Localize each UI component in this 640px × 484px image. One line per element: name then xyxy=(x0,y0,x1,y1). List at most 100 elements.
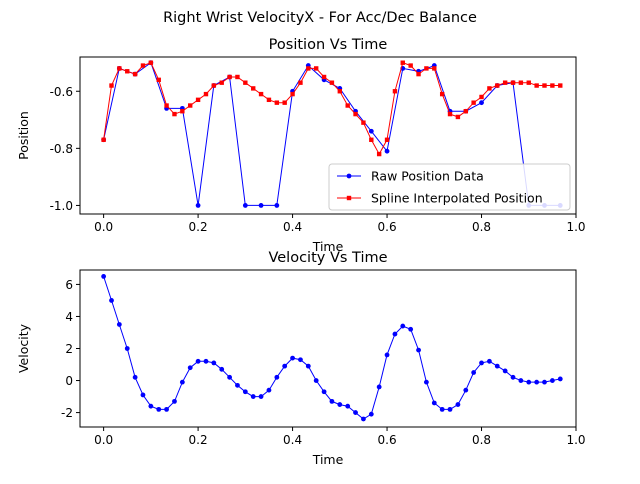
series-1-point xyxy=(479,360,484,366)
figure-suptitle: Right Wrist VelocityX - For Acc/Dec Bala… xyxy=(163,10,477,26)
series-1-point xyxy=(361,416,366,422)
series-1-point xyxy=(274,203,280,208)
series-1-point xyxy=(172,398,177,404)
series-2-point xyxy=(392,89,398,94)
y-axis-label: Position xyxy=(16,111,31,160)
series-1-point xyxy=(455,402,461,407)
series-1-point xyxy=(502,368,508,374)
series-1-point xyxy=(242,203,248,208)
series-2-point xyxy=(495,83,500,88)
series-1-point xyxy=(376,384,382,390)
series-1-point xyxy=(510,374,516,380)
series-2-point xyxy=(298,80,303,85)
series-2-point xyxy=(313,66,319,71)
series-1-point xyxy=(494,363,500,369)
series-1-point xyxy=(266,387,272,393)
y-tick-label: 2 xyxy=(65,342,73,356)
x-tick-label: 0.6 xyxy=(378,220,397,234)
x-axis-label: Time xyxy=(312,452,344,467)
x-tick-label: 0.8 xyxy=(472,220,491,234)
series-2-point xyxy=(542,83,547,88)
series-1-point xyxy=(290,355,295,361)
series-1-point xyxy=(423,379,429,385)
series-2-point xyxy=(447,111,453,117)
series-1-point xyxy=(526,379,532,385)
series-2-point xyxy=(471,100,476,105)
series-2-point xyxy=(550,83,555,88)
x-tick-label: 1.0 xyxy=(566,220,585,234)
series-2-point xyxy=(117,66,122,71)
series-1-point xyxy=(345,403,351,409)
series-1-point xyxy=(408,326,414,332)
legend-box xyxy=(328,163,571,211)
series-1-point xyxy=(447,406,453,412)
x-tick-label: 0.4 xyxy=(283,433,302,447)
series-1-point xyxy=(116,322,122,327)
series-2-point xyxy=(432,66,437,71)
y-tick-label: -1.0 xyxy=(50,199,73,213)
series-1-point xyxy=(400,323,406,329)
series-1-point xyxy=(235,382,240,388)
series-2-point xyxy=(384,137,390,142)
series-2-point xyxy=(487,86,492,91)
plot-area xyxy=(101,60,563,208)
y-axis-label: Velocity xyxy=(16,323,31,373)
series-1-point xyxy=(258,203,264,208)
series-2-point xyxy=(353,111,358,117)
plot-area xyxy=(101,274,563,422)
subplot-title: Position Vs Time xyxy=(269,37,388,53)
series-2-point xyxy=(211,83,217,88)
series-1-point xyxy=(124,346,130,351)
y-tick-label: -0.6 xyxy=(50,85,73,99)
series-2-point xyxy=(439,91,445,97)
series-1-point xyxy=(353,410,358,415)
series-2-point xyxy=(534,83,539,88)
series-1-point xyxy=(534,379,540,385)
series-1-point xyxy=(487,358,492,364)
y-tick-label: 4 xyxy=(65,310,73,324)
series-1-point xyxy=(274,374,280,380)
series-1-point xyxy=(313,378,319,383)
series-2-point xyxy=(156,77,161,83)
series-1-point xyxy=(416,347,421,353)
series-1-point xyxy=(109,298,114,303)
series-1-point xyxy=(329,398,335,404)
series-2-point xyxy=(172,111,177,117)
series-1-point xyxy=(305,363,311,369)
series-2-point xyxy=(306,66,311,71)
series-1-point xyxy=(431,400,437,406)
x-tick-label: 0.6 xyxy=(378,433,397,447)
series-1-point xyxy=(298,357,303,363)
series-2-point xyxy=(526,80,531,85)
series-1-point xyxy=(250,394,256,399)
series-1-point xyxy=(242,389,248,395)
series-1-point xyxy=(179,379,185,385)
series-1-point xyxy=(140,392,146,398)
legend-swatch-marker xyxy=(346,173,352,179)
legend-entry: Raw Position Data xyxy=(371,169,484,184)
x-tick-label: 0.4 xyxy=(283,220,302,234)
series-1-point xyxy=(463,387,469,393)
series-1-point xyxy=(384,148,390,154)
y-tick-label: -0.8 xyxy=(50,142,73,156)
series-2-point xyxy=(510,80,516,85)
series-1-point xyxy=(471,370,477,375)
x-tick-label: 0.2 xyxy=(189,433,208,447)
x-tick-label: 0.8 xyxy=(472,433,491,447)
series-1-point xyxy=(258,394,264,399)
axes-frame xyxy=(79,56,577,215)
series-2-point xyxy=(148,60,154,65)
series-1-point xyxy=(164,406,169,412)
series-2-point xyxy=(369,137,374,142)
series-1-point xyxy=(439,406,445,412)
subplot-1: 0.0 0.2 0.4 0.6 0.8 1.0 -0.6 -0.8 -1.0 Position V… xyxy=(16,37,586,254)
series-2-point xyxy=(400,60,405,65)
series-2-point xyxy=(180,109,185,114)
series-2-point xyxy=(463,109,468,114)
series-1-point xyxy=(368,411,374,417)
series-2-point xyxy=(140,63,146,68)
y-tick-label: -2 xyxy=(61,406,73,420)
series-2-point xyxy=(164,103,169,108)
series-1-point xyxy=(282,363,288,369)
legend-entry: Spline Interpolated Position xyxy=(371,191,543,206)
